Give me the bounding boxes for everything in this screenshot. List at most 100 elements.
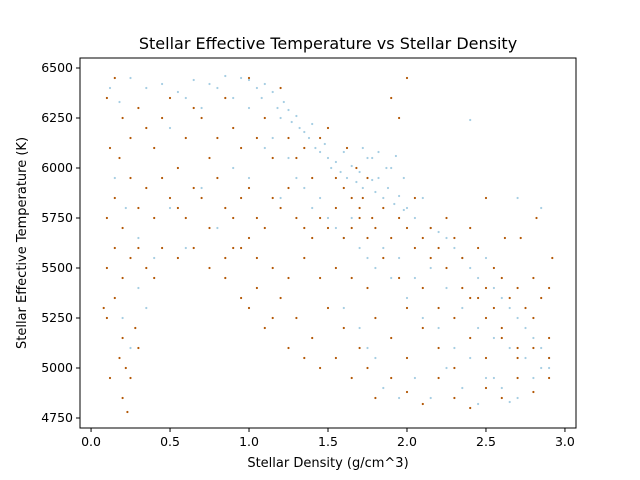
data-point-2	[532, 390, 535, 394]
data-point-2	[548, 356, 551, 360]
data-point-2	[192, 106, 195, 110]
data-point-2	[366, 236, 369, 240]
data-point-2	[319, 216, 322, 220]
data-point-2	[255, 136, 258, 140]
y-tick-label: 5250	[41, 310, 73, 325]
data-point-1	[129, 76, 132, 80]
data-point-1	[350, 164, 353, 168]
x-tick-label: 0.5	[160, 434, 180, 449]
data-point-1	[453, 246, 456, 250]
data-point-1	[382, 246, 385, 250]
data-point-1	[429, 396, 432, 400]
data-point-1	[492, 376, 495, 380]
data-point-2	[453, 396, 456, 400]
data-point-2	[421, 402, 424, 406]
data-point-2	[413, 196, 416, 200]
data-point-1	[232, 166, 235, 170]
data-point-2	[208, 266, 211, 270]
data-point-1	[398, 256, 401, 260]
data-point-1	[200, 106, 203, 110]
data-point-2	[124, 366, 127, 370]
data-point-1	[311, 206, 314, 210]
data-point-2	[445, 216, 448, 220]
data-point-2	[247, 306, 251, 310]
data-point-2	[240, 246, 243, 250]
data-point-1	[319, 196, 322, 200]
data-point-2	[500, 276, 503, 280]
data-point-2	[390, 96, 393, 100]
data-point-2	[263, 116, 266, 120]
data-point-2	[113, 246, 116, 250]
data-point-2	[192, 186, 195, 190]
data-point-1	[516, 196, 519, 200]
data-point-2	[161, 176, 164, 180]
data-point-1	[461, 306, 464, 310]
data-point-2	[161, 116, 164, 120]
data-point-1	[445, 366, 448, 370]
data-point-1	[319, 150, 322, 154]
data-point-2	[113, 296, 116, 300]
data-point-1	[371, 156, 374, 160]
data-point-1	[492, 336, 495, 340]
data-point-2	[311, 336, 314, 340]
data-point-2	[500, 396, 503, 400]
points-layer	[102, 74, 554, 414]
data-point-2	[247, 186, 251, 190]
data-point-1	[508, 306, 511, 310]
y-tick-label: 4750	[41, 410, 73, 425]
data-point-1	[382, 196, 385, 200]
plot-frame	[79, 57, 577, 429]
data-point-2	[105, 266, 108, 270]
data-point-2	[484, 286, 488, 290]
data-point-2	[484, 316, 488, 320]
data-point-1	[492, 286, 495, 290]
data-point-2	[192, 246, 195, 250]
data-point-2	[319, 136, 322, 140]
data-point-2	[168, 96, 172, 100]
x-axis-ticks: 0.0 0.5 1.0 1.5 2.0 2.5 3.0	[81, 428, 575, 449]
data-point-1	[385, 166, 388, 170]
data-point-2	[311, 176, 314, 180]
data-point-1	[540, 206, 543, 210]
data-point-1	[326, 156, 330, 160]
data-point-2	[319, 366, 322, 370]
data-point-2	[145, 266, 148, 270]
data-point-1	[326, 216, 330, 220]
data-point-2	[232, 246, 235, 250]
data-point-1	[330, 166, 333, 170]
data-point-1	[350, 216, 353, 220]
data-point-1	[137, 286, 140, 290]
data-point-1	[295, 114, 298, 118]
data-point-1	[184, 246, 187, 250]
data-point-1	[124, 206, 127, 210]
data-point-2	[334, 356, 337, 360]
data-point-1	[445, 236, 448, 240]
data-point-2	[303, 226, 306, 230]
data-point-2	[500, 326, 503, 330]
data-point-2	[184, 136, 187, 140]
data-point-2	[232, 126, 235, 130]
data-point-2	[371, 216, 374, 220]
data-point-2	[224, 206, 227, 210]
data-point-1	[271, 136, 274, 140]
data-point-1	[524, 326, 527, 330]
data-point-2	[287, 136, 290, 140]
data-point-1	[405, 206, 409, 210]
data-point-1	[477, 326, 480, 330]
data-point-2	[129, 376, 132, 380]
data-point-2	[484, 356, 488, 360]
data-point-1	[145, 86, 148, 90]
data-point-2	[405, 76, 409, 80]
data-point-2	[287, 276, 290, 280]
data-point-1	[276, 106, 279, 110]
data-point-1	[334, 226, 337, 230]
data-point-2	[279, 296, 282, 300]
data-point-2	[445, 266, 448, 270]
y-axis-ticks: 4750 5000 5250 5500 5750 6000 6250 6500	[41, 60, 80, 425]
x-tick-label: 0.0	[81, 434, 101, 449]
data-point-2	[358, 216, 361, 220]
data-point-2	[334, 176, 337, 180]
data-point-2	[255, 256, 258, 260]
data-point-2	[271, 156, 274, 160]
